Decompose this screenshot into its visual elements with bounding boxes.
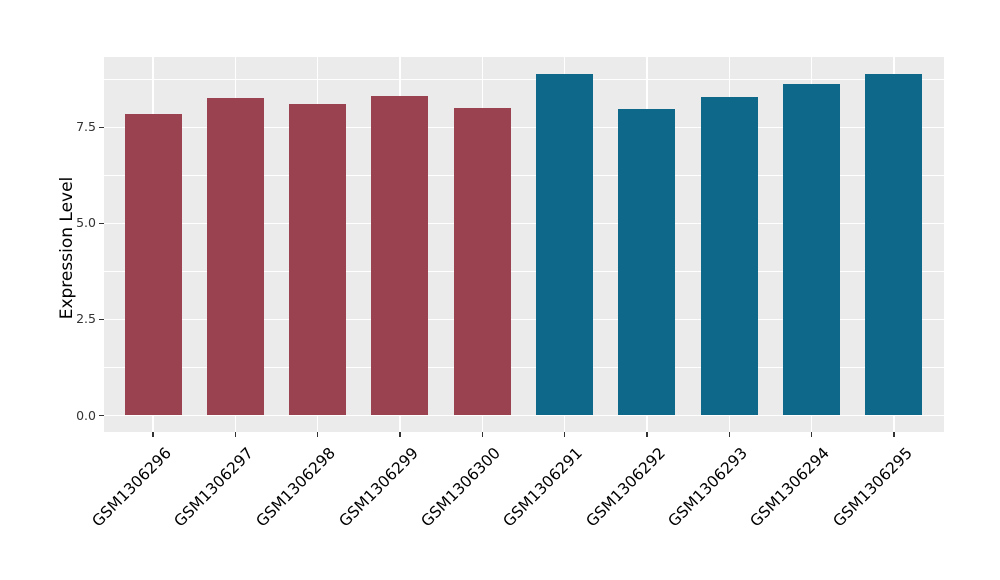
x-tick-label: GSM1306291 <box>499 444 587 531</box>
gridline-major <box>104 414 944 417</box>
x-tick-mark <box>728 432 731 437</box>
y-tick-label: 5.0 <box>76 215 96 231</box>
y-tick-mark <box>99 414 104 417</box>
y-tick-mark <box>99 318 104 321</box>
bar-GSM1306296 <box>124 113 182 416</box>
gridline-major <box>104 318 944 321</box>
x-tick-mark <box>646 432 648 437</box>
gridline-major <box>104 222 944 225</box>
bar-GSM1306293 <box>700 97 758 416</box>
plot-panel <box>104 57 944 432</box>
y-tick-label: 7.5 <box>76 119 96 135</box>
x-tick-mark <box>893 432 895 437</box>
x-tick-label: GSM1306300 <box>417 444 505 531</box>
gridline-minor <box>104 79 944 81</box>
bar-GSM1306294 <box>783 84 841 416</box>
x-tick-label: GSM1306296 <box>88 444 175 531</box>
y-axis-title: Expression Level <box>57 176 77 320</box>
x-tick-mark <box>316 432 319 437</box>
x-tick-label: GSM1306295 <box>829 444 916 531</box>
y-tick-mark <box>99 126 104 129</box>
y-tick-label: 0.0 <box>76 407 96 423</box>
x-tick-mark <box>810 432 813 437</box>
y-tick-label: 2.5 <box>76 311 96 327</box>
gridline-minor <box>104 367 944 369</box>
bar-GSM1306298 <box>289 104 347 416</box>
x-tick-label: GSM1306292 <box>582 444 669 531</box>
bar-GSM1306297 <box>206 98 264 416</box>
bar-GSM1306292 <box>618 109 676 416</box>
x-tick-mark <box>234 432 237 437</box>
x-tick-mark <box>399 432 401 437</box>
x-tick-label: GSM1306297 <box>170 444 258 531</box>
x-tick-label: GSM1306299 <box>335 444 422 531</box>
bar-GSM1306299 <box>371 95 429 416</box>
bar-GSM1306295 <box>865 73 923 416</box>
y-tick-mark <box>99 222 104 225</box>
bar-GSM1306300 <box>453 107 511 416</box>
bar-GSM1306291 <box>536 73 594 416</box>
gridline-major <box>104 126 944 129</box>
x-tick-mark <box>481 432 484 437</box>
x-tick-mark <box>152 432 154 437</box>
gridline-minor <box>104 175 944 177</box>
x-tick-label: GSM1306293 <box>664 444 752 531</box>
x-tick-mark <box>563 432 566 437</box>
x-tick-label: GSM1306294 <box>746 444 834 531</box>
x-tick-label: GSM1306298 <box>252 444 340 531</box>
gridline-minor <box>104 271 944 273</box>
